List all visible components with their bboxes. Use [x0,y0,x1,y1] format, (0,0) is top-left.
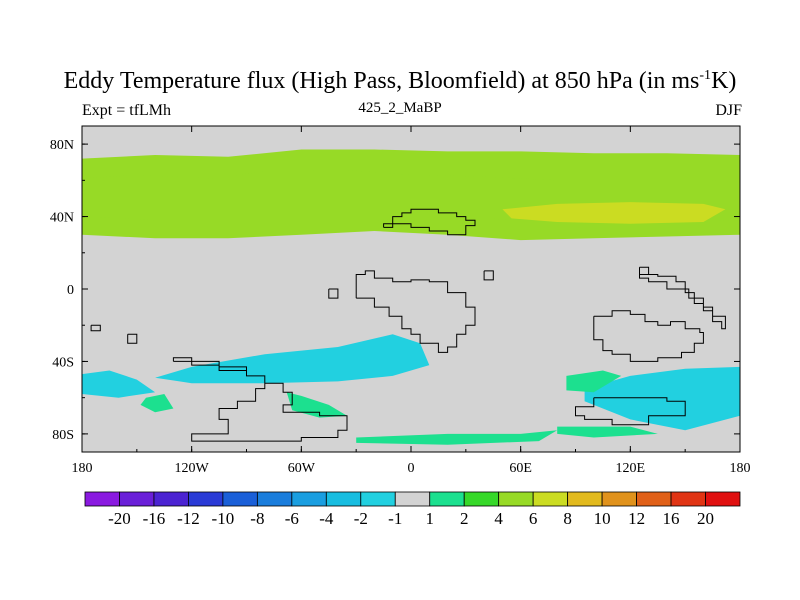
colorbar-swatch [532,491,569,507]
x-axis: 180 120W 60W 0 60E 120E 180 [72,126,751,476]
colorbar-swatch [188,491,224,507]
region-sh-green-4 [356,430,558,445]
x-tick-label: 60W [288,461,316,476]
x-tick-label: 120E [616,461,646,476]
coastline-small-island-4 [328,288,339,299]
colorbar-label: -1 [388,509,402,528]
chart-title: Eddy Temperature flux (High Pass, Bloomf… [0,68,800,95]
region-sh-south-pacific-west [82,370,156,398]
colorbar-label: 4 [494,509,503,528]
y-tick-label: 40S [52,355,74,370]
run-label: 425_2_MaBP [358,100,442,116]
colorbar-label: 2 [460,509,469,528]
colorbar-label: 10 [594,509,611,528]
colorbar-swatch [222,491,258,507]
coastline-south-america [172,357,348,442]
coastline-small-island-2 [90,324,101,332]
colorbar-swatch [567,491,603,507]
colorbar-label: 1 [425,509,434,528]
colorbar-label: -10 [212,509,235,528]
region-sh-green-1 [140,394,174,413]
season-label: DJF [715,102,742,119]
colorbar-label: 16 [663,509,680,528]
x-tick-label: 60E [509,461,532,476]
y-tick-label: 0 [67,283,74,298]
colorbar-label: -12 [177,509,200,528]
coastline-antarctic-pen [575,397,686,426]
colorbar-swatch [291,491,327,507]
x-tick-label: 120W [175,461,210,476]
colorbar-swatch [256,491,293,507]
experiment-label: Expt = tfLMh [82,102,172,119]
title-main: Eddy Temperature flux (High Pass, Bloomf… [63,68,700,94]
title-superscript: -1 [699,68,712,83]
colorbar: -20 -16 -12 -10 -8 -6 -4 -2 -1 1 2 4 6 8 10 12 16 20 [84,491,741,528]
colorbar-swatch [601,491,637,507]
colorbar-label: -4 [319,509,334,528]
y-tick-label: 40N [50,211,74,226]
coastline-indonesia [639,274,726,330]
colorbar-swatch [705,491,741,507]
colorbar-swatch [463,491,500,507]
coastlines [90,208,726,442]
coastline-small-island-1 [127,333,138,344]
colorbar-swatch [325,491,362,507]
y-axis: 80N 40N 0 40S 80S [50,138,740,443]
colorbar-label: 8 [563,509,572,528]
colorbar-swatch [394,491,431,507]
coastline-north-africa-europe [383,208,476,236]
colorbar-label: -8 [250,509,264,528]
coastline-small-island-3 [639,266,650,275]
colorbar-label: -2 [354,509,368,528]
colorbar-label: 6 [529,509,538,528]
region-sh-green-2 [286,392,347,418]
colorbar-label: 20 [697,509,714,528]
colorbar-label: -20 [108,509,131,528]
x-tick-label: 180 [730,461,751,476]
coastline-africa-west [355,270,476,353]
y-tick-label: 80S [52,428,74,443]
y-tick-label: 80N [50,138,74,153]
coastline-small-island-5 [483,270,494,281]
colorbar-label: -6 [285,509,299,528]
colorbar-swatch [670,491,706,507]
coastline-australia [593,310,704,362]
colorbar-swatch [119,491,155,507]
x-tick-label: 180 [72,461,93,476]
colorbar-swatch [498,491,534,507]
colorbar-swatch [153,491,189,507]
x-tick-label: 0 [408,461,415,476]
region-nh-band-6to8 [502,202,726,224]
colorbar-swatch [636,491,672,507]
region-sh-green-3 [566,370,622,393]
region-sh-green-5 [557,426,658,438]
colorbar-swatch [360,491,396,507]
colorbar-label: -16 [143,509,166,528]
colorbar-label: 12 [628,509,645,528]
region-sh-indian-ocean [584,366,740,431]
colorbar-swatch [429,491,465,507]
title-end: K) [711,68,737,94]
colorbar-swatch [84,491,120,507]
